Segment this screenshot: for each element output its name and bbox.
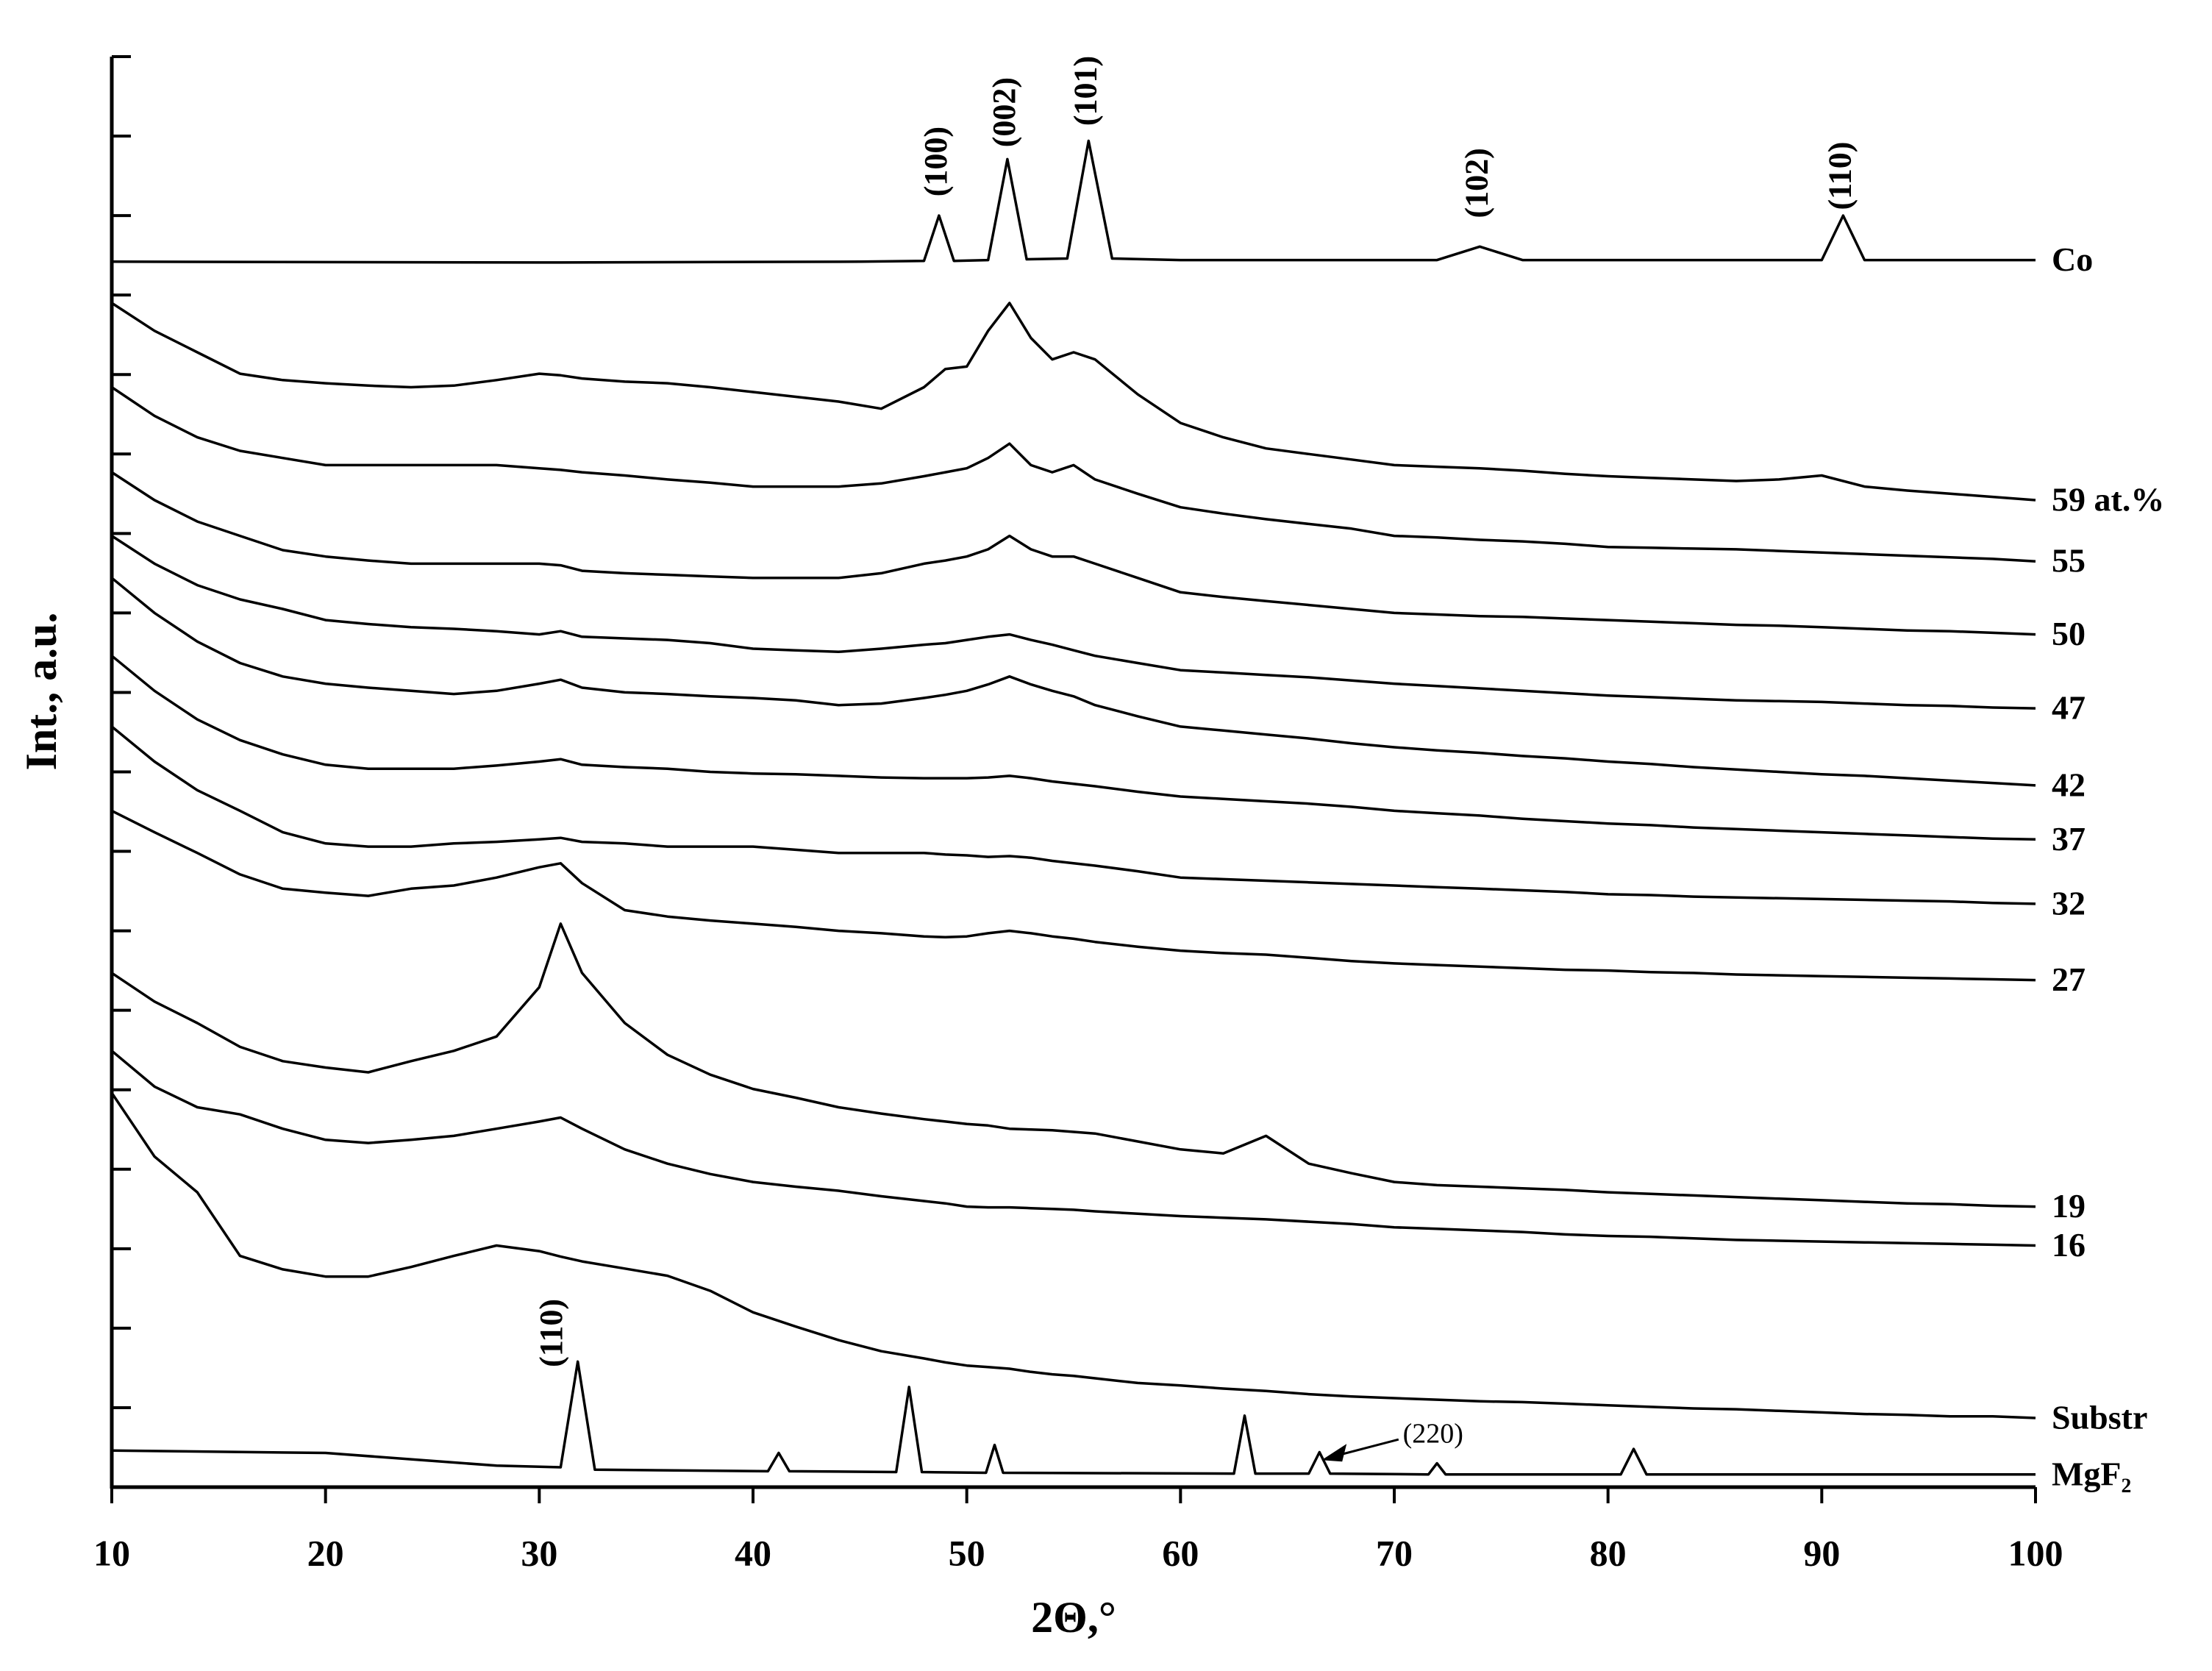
series-label: 19 [2052,1187,2086,1225]
series-line [111,922,2036,1208]
series-line [111,471,2036,636]
series-label: 59 at.% [2052,481,2164,519]
peak-label: (102) [1458,148,1494,218]
x-tick-label: 90 [1803,1532,1840,1573]
x-tick-label: 10 [93,1532,130,1573]
series-line [111,386,2036,563]
x-tick-label: 20 [307,1532,344,1573]
series-line [111,535,2036,710]
series-label: Co [2052,241,2093,278]
x-tick-label: 40 [735,1532,771,1573]
peak-label: (110) [533,1299,569,1367]
x-tick-label: 60 [1162,1532,1199,1573]
series-label: 32 [2052,884,2086,922]
series-line [111,1360,2036,1476]
series-line [111,302,2036,502]
series-label: 42 [2052,766,2086,803]
peak-label: (101) [1067,56,1103,126]
series-line [110,1050,2036,1247]
series-line [111,139,2036,264]
series-line [111,809,2036,982]
peak-label: (100) [918,127,954,196]
annotation-arrowhead [1321,1444,1347,1462]
x-axis-title: 2Θ,° [1031,1593,1116,1642]
x-tick-label: 100 [2008,1532,2063,1573]
annotation-arrow [1335,1438,1399,1457]
peak-label: (220) [1403,1419,1463,1450]
series-label: 50 [2052,615,2086,652]
peak-label: (110) [1822,142,1858,210]
series-label: Substr [2052,1399,2147,1436]
series-line [110,725,2036,905]
peak-label: (002) [986,77,1022,147]
x-tick-label: 80 [1590,1532,1627,1573]
series-label: MgF₂ [2052,1455,2131,1492]
series-label: 47 [2052,689,2086,727]
series-line [110,655,2036,841]
series-label: 27 [2052,961,2086,998]
series-label: 37 [2052,820,2086,858]
y-axis-title: Int., a.u. [17,612,65,770]
series-label: 16 [2052,1226,2086,1264]
x-tick-label: 50 [949,1532,985,1573]
series-line [110,1092,2036,1419]
series-label: 55 [2052,542,2086,580]
x-tick-label: 30 [521,1532,557,1573]
series-line [110,577,2036,787]
x-tick-label: 70 [1376,1532,1413,1573]
